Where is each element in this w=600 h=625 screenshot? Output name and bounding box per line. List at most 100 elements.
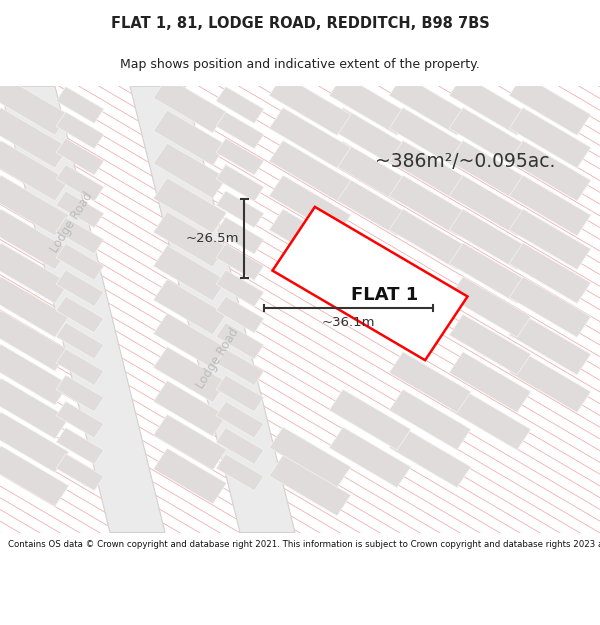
Polygon shape — [56, 296, 104, 333]
Polygon shape — [154, 246, 227, 301]
Polygon shape — [154, 78, 227, 133]
Polygon shape — [389, 389, 471, 450]
Text: Lodge Road: Lodge Road — [194, 326, 242, 391]
Polygon shape — [56, 270, 104, 307]
Polygon shape — [56, 244, 104, 280]
Polygon shape — [154, 279, 227, 335]
Polygon shape — [216, 191, 264, 228]
Polygon shape — [449, 75, 531, 135]
Polygon shape — [269, 175, 351, 236]
Polygon shape — [509, 352, 591, 412]
Polygon shape — [269, 141, 351, 201]
Polygon shape — [509, 75, 591, 135]
Polygon shape — [154, 414, 227, 470]
Polygon shape — [0, 378, 69, 439]
Polygon shape — [449, 107, 531, 168]
Polygon shape — [0, 243, 69, 304]
Polygon shape — [56, 87, 104, 123]
Polygon shape — [216, 401, 264, 438]
Text: FLAT 1: FLAT 1 — [352, 286, 419, 304]
Polygon shape — [269, 455, 351, 516]
Polygon shape — [56, 138, 104, 175]
Polygon shape — [509, 175, 591, 236]
Polygon shape — [216, 270, 264, 307]
Polygon shape — [216, 375, 264, 412]
Polygon shape — [509, 277, 591, 338]
Polygon shape — [389, 175, 471, 236]
Polygon shape — [449, 209, 531, 269]
Polygon shape — [154, 448, 227, 504]
Polygon shape — [216, 428, 264, 464]
Polygon shape — [56, 112, 104, 149]
Polygon shape — [56, 349, 104, 386]
Polygon shape — [389, 141, 471, 201]
Polygon shape — [154, 313, 227, 369]
Polygon shape — [389, 209, 471, 269]
Polygon shape — [154, 212, 227, 267]
Polygon shape — [56, 375, 104, 412]
Polygon shape — [449, 314, 531, 375]
Polygon shape — [269, 107, 351, 168]
Polygon shape — [0, 141, 69, 201]
Polygon shape — [0, 446, 69, 506]
Polygon shape — [269, 209, 351, 269]
Polygon shape — [389, 75, 471, 135]
Polygon shape — [329, 141, 411, 202]
Text: Lodge Road: Lodge Road — [48, 190, 96, 255]
Polygon shape — [56, 164, 104, 201]
Polygon shape — [0, 412, 69, 472]
Polygon shape — [389, 427, 471, 488]
Polygon shape — [329, 389, 411, 450]
Polygon shape — [0, 86, 165, 532]
Polygon shape — [269, 427, 351, 488]
Polygon shape — [509, 314, 591, 375]
Polygon shape — [56, 322, 104, 359]
Polygon shape — [154, 143, 227, 199]
Polygon shape — [272, 207, 467, 360]
Polygon shape — [449, 277, 531, 338]
Polygon shape — [0, 277, 69, 338]
Polygon shape — [329, 175, 411, 236]
Polygon shape — [449, 352, 531, 412]
Polygon shape — [216, 349, 264, 386]
Text: Contains OS data © Crown copyright and database right 2021. This information is : Contains OS data © Crown copyright and d… — [8, 540, 600, 549]
Text: ~26.5m: ~26.5m — [186, 232, 239, 245]
Text: ~36.1m: ~36.1m — [322, 316, 376, 329]
Polygon shape — [509, 243, 591, 304]
Polygon shape — [509, 107, 591, 168]
Polygon shape — [154, 177, 227, 233]
Polygon shape — [389, 107, 471, 168]
Polygon shape — [329, 107, 411, 168]
Polygon shape — [0, 107, 69, 168]
Polygon shape — [216, 87, 264, 123]
Polygon shape — [329, 75, 411, 135]
Polygon shape — [56, 401, 104, 438]
Polygon shape — [0, 175, 69, 236]
Text: ~386m²/~0.095ac.: ~386m²/~0.095ac. — [375, 152, 555, 171]
Text: Map shows position and indicative extent of the property.: Map shows position and indicative extent… — [120, 58, 480, 71]
Polygon shape — [0, 311, 69, 371]
Polygon shape — [0, 75, 69, 135]
Polygon shape — [449, 141, 531, 201]
Polygon shape — [216, 244, 264, 280]
Polygon shape — [216, 296, 264, 333]
Polygon shape — [269, 75, 351, 135]
Polygon shape — [216, 138, 264, 175]
Polygon shape — [0, 344, 69, 405]
Polygon shape — [449, 243, 531, 304]
Polygon shape — [56, 217, 104, 254]
Text: FLAT 1, 81, LODGE ROAD, REDDITCH, B98 7BS: FLAT 1, 81, LODGE ROAD, REDDITCH, B98 7B… — [110, 16, 490, 31]
Polygon shape — [216, 454, 264, 491]
Polygon shape — [154, 110, 227, 166]
Polygon shape — [509, 209, 591, 269]
Polygon shape — [216, 217, 264, 254]
Polygon shape — [216, 164, 264, 201]
Polygon shape — [449, 175, 531, 236]
Polygon shape — [389, 352, 471, 412]
Polygon shape — [56, 191, 104, 228]
Polygon shape — [216, 112, 264, 149]
Polygon shape — [329, 427, 411, 488]
Polygon shape — [154, 347, 227, 403]
Polygon shape — [509, 141, 591, 201]
Polygon shape — [56, 428, 104, 464]
